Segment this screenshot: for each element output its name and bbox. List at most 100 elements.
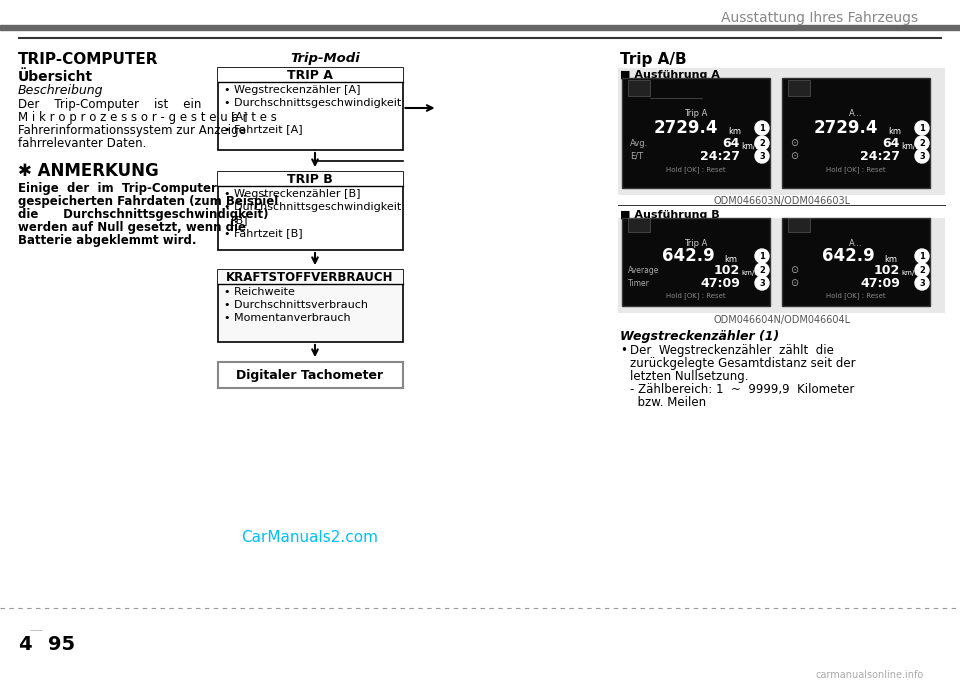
Bar <box>218 270 402 342</box>
Text: Trip A: Trip A <box>684 108 708 118</box>
Circle shape <box>915 263 929 277</box>
Bar <box>628 218 650 232</box>
Text: •: • <box>620 344 627 357</box>
Text: 2: 2 <box>919 138 924 147</box>
Text: ✱ ANMERKUNG: ✱ ANMERKUNG <box>18 162 158 180</box>
Text: 2: 2 <box>759 265 765 274</box>
Text: ODM046604N/ODM046604L: ODM046604N/ODM046604L <box>714 315 852 325</box>
Text: 2729.4: 2729.4 <box>814 119 878 137</box>
Text: Hold [OK] : Reset: Hold [OK] : Reset <box>827 167 886 174</box>
Text: • Fahrtzeit [A]: • Fahrtzeit [A] <box>224 124 302 134</box>
Circle shape <box>915 136 929 150</box>
Text: ⊙: ⊙ <box>790 151 798 161</box>
Text: zurückgelegte Gesamtdistanz seit der: zurückgelegte Gesamtdistanz seit der <box>630 357 855 370</box>
Text: km: km <box>884 254 897 263</box>
Circle shape <box>755 263 769 277</box>
Text: Übersicht: Übersicht <box>18 70 93 84</box>
Text: 95: 95 <box>48 635 75 654</box>
Circle shape <box>755 149 769 163</box>
Text: gespeicherten Fahrdaten (zum Beispiel: gespeicherten Fahrdaten (zum Beispiel <box>18 195 278 208</box>
Text: Timer: Timer <box>628 278 650 287</box>
Text: km: km <box>724 254 737 263</box>
Text: 1: 1 <box>919 251 924 260</box>
Circle shape <box>755 136 769 150</box>
Text: 102: 102 <box>874 263 900 276</box>
Text: TRIP-COMPUTER: TRIP-COMPUTER <box>18 52 158 67</box>
Text: E/T: E/T <box>630 152 643 161</box>
Text: • Momentanverbrauch: • Momentanverbrauch <box>224 313 350 323</box>
Text: Avg.: Avg. <box>630 138 648 147</box>
Text: Wegstreckenzähler (1): Wegstreckenzähler (1) <box>620 330 780 343</box>
Text: A...: A... <box>850 238 863 247</box>
Text: die      Durchschnittsgeschwindigkeit): die Durchschnittsgeschwindigkeit) <box>18 208 269 221</box>
Text: ■ Ausführung B: ■ Ausführung B <box>620 210 720 220</box>
Text: ⊙: ⊙ <box>790 138 798 148</box>
Bar <box>218 172 402 250</box>
Text: 2729.4: 2729.4 <box>654 119 718 137</box>
Bar <box>622 218 770 306</box>
Text: 64: 64 <box>882 136 900 150</box>
Bar <box>628 80 650 96</box>
Circle shape <box>755 121 769 135</box>
Text: Hold [OK] : Reset: Hold [OK] : Reset <box>666 167 726 174</box>
Text: 642.9: 642.9 <box>661 247 714 265</box>
Text: Beschreibung: Beschreibung <box>18 84 104 97</box>
Text: TRIP A: TRIP A <box>287 68 333 81</box>
Text: Hold [OK] : Reset: Hold [OK] : Reset <box>827 293 886 300</box>
Text: werden auf Null gesetzt, wenn die: werden auf Null gesetzt, wenn die <box>18 221 246 234</box>
Bar <box>788 218 810 232</box>
Bar <box>622 78 770 188</box>
Bar <box>782 78 930 188</box>
Text: 4: 4 <box>18 635 32 654</box>
Bar <box>218 270 402 284</box>
Text: Trip A/B: Trip A/B <box>620 52 686 67</box>
Text: Ausstattung Ihres Fahrzeugs: Ausstattung Ihres Fahrzeugs <box>721 11 919 25</box>
Text: • Durchschnittsverbrauch: • Durchschnittsverbrauch <box>224 300 368 310</box>
Text: A...: A... <box>850 108 863 118</box>
Text: 47:09: 47:09 <box>860 276 900 289</box>
Text: km/h: km/h <box>901 141 921 150</box>
Circle shape <box>915 149 929 163</box>
Text: Einige  der  im  Trip-Computer: Einige der im Trip-Computer <box>18 182 217 195</box>
Bar <box>218 68 402 150</box>
Text: km: km <box>888 127 901 136</box>
Text: 102: 102 <box>713 263 740 276</box>
Bar <box>218 362 402 388</box>
Text: 3: 3 <box>759 278 765 287</box>
Text: km/h: km/h <box>901 270 919 276</box>
Text: CarManuals2.com: CarManuals2.com <box>242 530 378 545</box>
Text: km/h: km/h <box>741 270 758 276</box>
Bar <box>788 80 810 96</box>
Text: 24:27: 24:27 <box>700 150 740 163</box>
Circle shape <box>755 276 769 290</box>
Text: 3: 3 <box>919 152 924 161</box>
Text: Trip A: Trip A <box>684 238 708 247</box>
Text: ⊙: ⊙ <box>790 265 798 275</box>
Circle shape <box>915 121 929 135</box>
Text: km/h: km/h <box>741 141 760 150</box>
Bar <box>218 68 402 82</box>
Text: 47:09: 47:09 <box>700 276 740 289</box>
Text: km: km <box>728 127 741 136</box>
Text: 64: 64 <box>723 136 740 150</box>
Text: KRAFTSTOFFVERBRAUCH: KRAFTSTOFFVERBRAUCH <box>227 271 394 283</box>
Text: [A]: [A] <box>231 111 248 121</box>
Text: 1: 1 <box>759 251 765 260</box>
Text: ODM046603N/ODM046603L: ODM046603N/ODM046603L <box>714 196 852 206</box>
Text: fahrrelevanter Daten.: fahrrelevanter Daten. <box>18 137 146 150</box>
Text: Der    Trip-Computer    ist    ein: Der Trip-Computer ist ein <box>18 98 202 111</box>
Text: ⊙: ⊙ <box>790 278 798 288</box>
Bar <box>0 25 960 30</box>
Text: 1: 1 <box>759 123 765 132</box>
Bar <box>618 218 945 313</box>
Text: • Durchschnittsgeschwindigkeit: • Durchschnittsgeschwindigkeit <box>224 98 400 108</box>
Circle shape <box>915 276 929 290</box>
Text: 24:27: 24:27 <box>860 150 900 163</box>
Text: Fahrerinformationssystem zur Anzeige: Fahrerinformationssystem zur Anzeige <box>18 124 246 137</box>
Text: • Wegstreckenzähler [B]: • Wegstreckenzähler [B] <box>224 189 360 199</box>
Text: TRIP B: TRIP B <box>287 172 333 185</box>
Text: M i k r o p r o z e s s o r - g e s t e u e r t e s: M i k r o p r o z e s s o r - g e s t e … <box>18 111 276 124</box>
Text: 2: 2 <box>759 138 765 147</box>
Text: bzw. Meilen: bzw. Meilen <box>630 396 707 409</box>
Text: ■ Ausführung A: ■ Ausführung A <box>620 70 720 80</box>
